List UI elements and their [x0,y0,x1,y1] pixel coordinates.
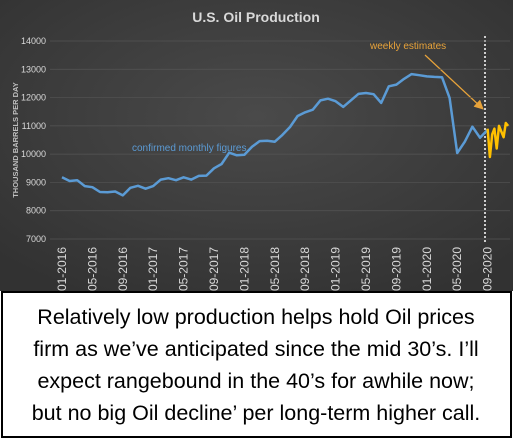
chart-title: U.S. Oil Production [192,9,320,25]
x-tick-label: 09-2020 [481,247,495,291]
x-tick-label: 01-2017 [146,247,160,291]
x-tick-label: 05-2018 [268,247,282,291]
x-tick-label: 01-2019 [329,247,343,291]
x-tick-label: 05-2017 [177,247,191,291]
caption-line: but no big Oil decline’ per long-term hi… [32,401,481,425]
caption-line: Relatively low production helps hold Oil… [37,305,474,329]
caption-line: expect rangebound in the 40’s for awhile… [37,369,474,393]
data-line [486,121,510,159]
y-tick-label: 11000 [22,121,46,131]
x-tick-label: 09-2016 [116,247,130,291]
y-tick-label: 12000 [21,93,46,103]
caption: Relatively low production helps hold Oil… [32,305,481,425]
y-tick-label: 14000 [21,36,46,46]
data-line [61,72,489,197]
x-tick-label: 01-2018 [237,247,251,291]
x-tick-label: 09-2017 [207,247,221,291]
x-tick-label: 05-2020 [450,247,464,291]
y-axis-label: THOUSAND BARRELS PER DAY [11,82,20,198]
y-tick-label: 7000 [26,234,46,244]
x-tick-label: 01-2020 [420,247,434,291]
annotation-arrow [424,54,484,110]
x-tick-label: 01-2016 [55,247,69,291]
y-tick-label: 13000 [21,64,46,74]
x-tick-label: 05-2019 [359,247,373,291]
x-tick-label: 05-2016 [85,247,99,291]
y-tick-label: 8000 [26,206,46,216]
caption-line: firm as we’ve anticipated since the mid … [33,337,478,361]
x-tick-label: 09-2018 [298,247,312,291]
annotation: confirmed monthly figures [132,143,247,154]
chart-background [0,0,513,291]
y-tick-label: 10000 [21,149,46,159]
caption-box [1,291,512,438]
y-tick-label: 9000 [26,177,46,187]
annotation: weekly estimates [369,41,446,52]
x-tick-label: 09-2019 [389,247,403,291]
